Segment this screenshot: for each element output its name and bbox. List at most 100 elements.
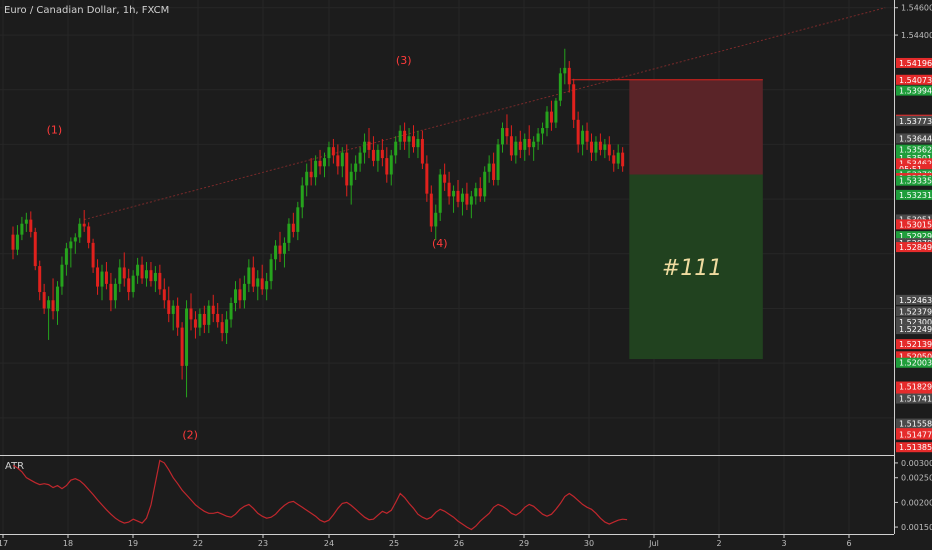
candle-body — [207, 305, 211, 325]
time-tick-label: 26 — [454, 539, 464, 548]
candle — [225, 311, 229, 345]
price-label: 1.53644 — [899, 134, 932, 143]
candle — [349, 163, 353, 205]
candle — [416, 130, 420, 159]
candle-body — [180, 327, 184, 366]
candle-body — [474, 188, 478, 197]
candle — [603, 138, 607, 159]
time-tick-label: 25 — [389, 539, 399, 548]
candle-body — [509, 136, 513, 156]
candle-body — [367, 141, 371, 150]
candle-body — [469, 196, 473, 205]
price-label-box — [896, 418, 932, 429]
candle-body — [211, 305, 215, 314]
candle — [238, 278, 242, 309]
candle — [581, 125, 585, 156]
price-label-box — [896, 393, 932, 404]
candle-body — [590, 141, 593, 153]
candle-body — [185, 308, 189, 366]
time-tick-label: 6 — [846, 539, 851, 548]
candle — [585, 122, 589, 150]
candle — [447, 171, 451, 205]
candle — [621, 147, 625, 172]
candle-body — [220, 322, 224, 334]
candle-body — [189, 308, 193, 320]
candle — [140, 256, 144, 284]
price-label: 1.51558 — [899, 420, 932, 429]
price-tick-label: 1.54600 — [901, 4, 932, 13]
candle — [42, 283, 46, 314]
candle — [358, 147, 362, 172]
time-tick-label: 23 — [258, 539, 268, 548]
candle-body — [296, 207, 300, 232]
price-label: 1.53335 — [899, 177, 932, 186]
candle — [354, 155, 358, 180]
candle — [78, 218, 82, 243]
trade-label: #111 — [662, 256, 722, 281]
price-label-box — [896, 74, 932, 85]
candle-body — [162, 289, 166, 301]
candle — [220, 313, 224, 342]
candle — [398, 125, 402, 150]
candle-body — [385, 158, 389, 175]
candle-body — [416, 138, 420, 148]
candle — [607, 136, 611, 161]
candle-body — [238, 289, 242, 301]
candle-body — [229, 303, 233, 320]
candle — [211, 294, 215, 323]
candle-body — [594, 141, 598, 153]
candle — [345, 144, 349, 197]
candle — [24, 212, 28, 232]
candle-body — [452, 190, 456, 197]
candle-body — [260, 278, 264, 290]
candle-body — [153, 272, 157, 282]
price-label-box — [896, 324, 932, 335]
candle — [296, 201, 300, 241]
price-label: 1.51385 — [899, 443, 932, 452]
candle — [38, 260, 42, 301]
candle — [594, 136, 598, 161]
candle — [496, 138, 500, 186]
candle — [20, 216, 24, 241]
candle — [51, 278, 55, 320]
candle-body — [532, 141, 536, 148]
trade-position: #111 — [571, 79, 763, 360]
candle — [260, 264, 264, 295]
price-grid — [0, 0, 894, 534]
candle-body — [131, 275, 135, 293]
price-label: 1.53994 — [899, 87, 932, 96]
price-label-box — [896, 381, 932, 392]
price-label: 1.53562 — [899, 146, 932, 155]
candle-body — [501, 128, 504, 145]
candle — [91, 238, 95, 273]
candle — [527, 125, 531, 156]
candle-body — [198, 313, 202, 328]
candle-body — [345, 152, 349, 186]
candle — [460, 188, 464, 216]
price-label-box — [896, 164, 932, 175]
candle — [340, 147, 344, 178]
candle-body — [20, 223, 24, 235]
price-label-box — [896, 152, 932, 163]
candle-body — [202, 313, 206, 325]
candle-body — [251, 267, 255, 287]
price-label: 1.53773 — [899, 117, 932, 126]
time-axis: 17 18 19 22 23 24 25 26 29 30 Jul 2 3 6 — [0, 534, 852, 548]
candle — [429, 185, 433, 232]
candle — [612, 149, 616, 172]
candle-body — [171, 305, 175, 314]
candle-body — [607, 144, 611, 156]
candle — [189, 293, 193, 331]
candle — [185, 300, 189, 398]
candle-body — [269, 259, 273, 282]
candle — [305, 163, 309, 197]
candle-body — [514, 141, 518, 156]
candle — [385, 147, 389, 183]
candle — [554, 97, 558, 129]
candle — [29, 211, 33, 238]
price-label-box — [896, 133, 932, 144]
candle-body — [256, 278, 260, 287]
candle — [567, 61, 571, 93]
candle-body — [549, 111, 553, 123]
candle — [380, 138, 384, 167]
